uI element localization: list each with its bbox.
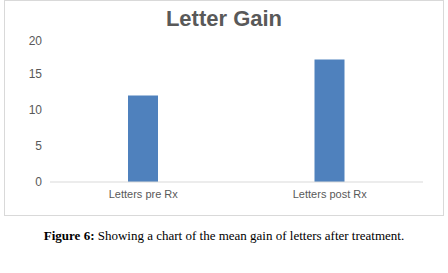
svg-text:Letters post Rx: Letters post Rx bbox=[293, 188, 367, 200]
svg-text:20: 20 bbox=[29, 34, 43, 48]
svg-text:15: 15 bbox=[29, 67, 43, 81]
html-text:Letter Gain: Letter Gain bbox=[165, 6, 283, 31]
svg-text:Letters pre Rx: Letters pre Rx bbox=[109, 188, 179, 200]
svg-text:0: 0 bbox=[35, 175, 42, 189]
svg-text:5: 5 bbox=[35, 139, 42, 153]
svg-text:10: 10 bbox=[29, 103, 43, 117]
html-text:Figure 6: Showing a chart of t: Figure 6: Showing a chart of the mean ga… bbox=[43, 228, 405, 243]
